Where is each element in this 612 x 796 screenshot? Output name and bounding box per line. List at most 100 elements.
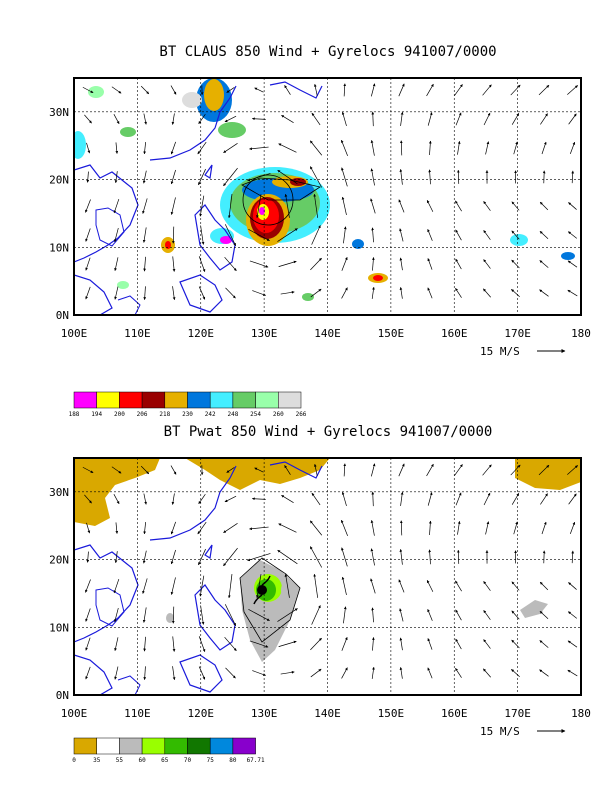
colorbar-swatch bbox=[97, 738, 120, 754]
wind-vector bbox=[568, 261, 577, 267]
wind-vector bbox=[88, 552, 89, 563]
wind-vector bbox=[342, 168, 348, 187]
wind-vector bbox=[252, 291, 265, 296]
colorbar-label: 242 bbox=[205, 411, 216, 418]
wind-vector bbox=[455, 288, 461, 297]
wind-vector bbox=[310, 141, 322, 156]
wind-vector bbox=[85, 200, 90, 213]
wind-vector bbox=[428, 229, 433, 241]
y-tick-label: 0N bbox=[56, 309, 69, 322]
wind-vector bbox=[342, 637, 347, 650]
wind-vector bbox=[568, 670, 578, 676]
taiwan bbox=[205, 165, 212, 178]
wind-vector bbox=[456, 259, 462, 269]
wind-vector bbox=[223, 523, 237, 532]
wind-vector bbox=[312, 493, 320, 505]
wind-vector bbox=[226, 288, 236, 298]
sumatra bbox=[118, 676, 140, 695]
wind-vector bbox=[430, 521, 431, 535]
wind-vector bbox=[144, 171, 147, 184]
wind-vector bbox=[86, 638, 90, 651]
wind-vector bbox=[143, 198, 147, 213]
colorbar-label: 254 bbox=[250, 411, 261, 418]
wind-vector bbox=[512, 582, 519, 591]
colorbar-label: 260 bbox=[273, 411, 284, 418]
x-tick-label: 160E bbox=[441, 327, 468, 340]
cloud-field bbox=[70, 78, 575, 301]
colorbar-label: 266 bbox=[296, 411, 307, 418]
wind-vector bbox=[399, 84, 404, 96]
colorbar-swatch bbox=[142, 738, 165, 754]
wind-vector bbox=[172, 577, 176, 594]
wind-vector bbox=[540, 640, 549, 647]
x-tick-label: 180 bbox=[571, 707, 591, 720]
wind-vector bbox=[372, 608, 373, 623]
x-tick-label: 150E bbox=[378, 707, 405, 720]
wind-vector bbox=[84, 115, 91, 123]
wind-vector bbox=[249, 527, 268, 529]
colorbar-label: 70 bbox=[184, 757, 192, 764]
wind-vector bbox=[456, 493, 461, 506]
wind-vector bbox=[428, 112, 432, 125]
colorbar-swatch bbox=[97, 392, 120, 408]
wind-vector bbox=[225, 257, 237, 271]
wind-vector bbox=[372, 667, 374, 679]
wind-vector bbox=[199, 494, 206, 504]
wind-vector bbox=[512, 202, 519, 211]
wind-vector bbox=[115, 257, 118, 270]
y-tick-label: 20N bbox=[49, 174, 69, 187]
wind-vector bbox=[456, 230, 462, 240]
wind-vector bbox=[310, 258, 321, 270]
wind-vector bbox=[223, 548, 237, 566]
wind-vector bbox=[171, 550, 175, 564]
colorbar-swatch bbox=[142, 392, 165, 408]
wind-vector bbox=[540, 611, 548, 619]
moist-region-east bbox=[520, 600, 548, 618]
wind-vector bbox=[428, 258, 432, 269]
wind-vector bbox=[401, 287, 403, 298]
wind-vector bbox=[514, 142, 518, 154]
wind-vector bbox=[144, 257, 145, 271]
wind-vector bbox=[86, 667, 90, 679]
wind-vector bbox=[371, 169, 374, 186]
wind-vector bbox=[144, 114, 146, 125]
sumatra bbox=[118, 296, 140, 315]
y-tick-label: 20N bbox=[49, 554, 69, 567]
wind-vector bbox=[399, 200, 404, 213]
wind-vector bbox=[114, 494, 119, 504]
wind-vector bbox=[255, 88, 264, 92]
cloud-east-core bbox=[373, 275, 383, 281]
indochina-inland bbox=[96, 588, 124, 626]
wind-vector bbox=[540, 582, 548, 590]
x-tick-label: 130E bbox=[251, 707, 278, 720]
wind-vector bbox=[199, 636, 205, 651]
wind-vector bbox=[511, 669, 519, 676]
wind-vector bbox=[568, 582, 576, 589]
reference-vector-label: 15 M/S bbox=[480, 725, 520, 738]
wind-vector bbox=[427, 200, 433, 211]
wind-vector bbox=[512, 611, 519, 619]
malaya-coast bbox=[74, 655, 112, 695]
x-tick-label: 170E bbox=[504, 707, 531, 720]
wind-vector bbox=[199, 667, 205, 680]
wind-vector bbox=[85, 580, 90, 593]
wind-vector bbox=[427, 580, 433, 591]
colorbar-swatch bbox=[210, 738, 233, 754]
wind-vector bbox=[372, 257, 373, 270]
wind-vector bbox=[572, 171, 573, 183]
wind-vector bbox=[570, 522, 574, 534]
moist-region-scs bbox=[166, 613, 174, 623]
wind-vector bbox=[483, 465, 492, 476]
wind-vector bbox=[542, 522, 546, 534]
wind-vector bbox=[428, 668, 432, 679]
wind-vector bbox=[173, 493, 175, 504]
taiwan bbox=[205, 545, 212, 558]
wind-vector bbox=[114, 114, 119, 124]
indochina-inland bbox=[96, 208, 124, 246]
malaya-coast bbox=[74, 275, 112, 315]
cloud-far-east bbox=[510, 234, 528, 246]
wind-vector bbox=[310, 521, 322, 536]
wind-vector bbox=[173, 256, 175, 271]
